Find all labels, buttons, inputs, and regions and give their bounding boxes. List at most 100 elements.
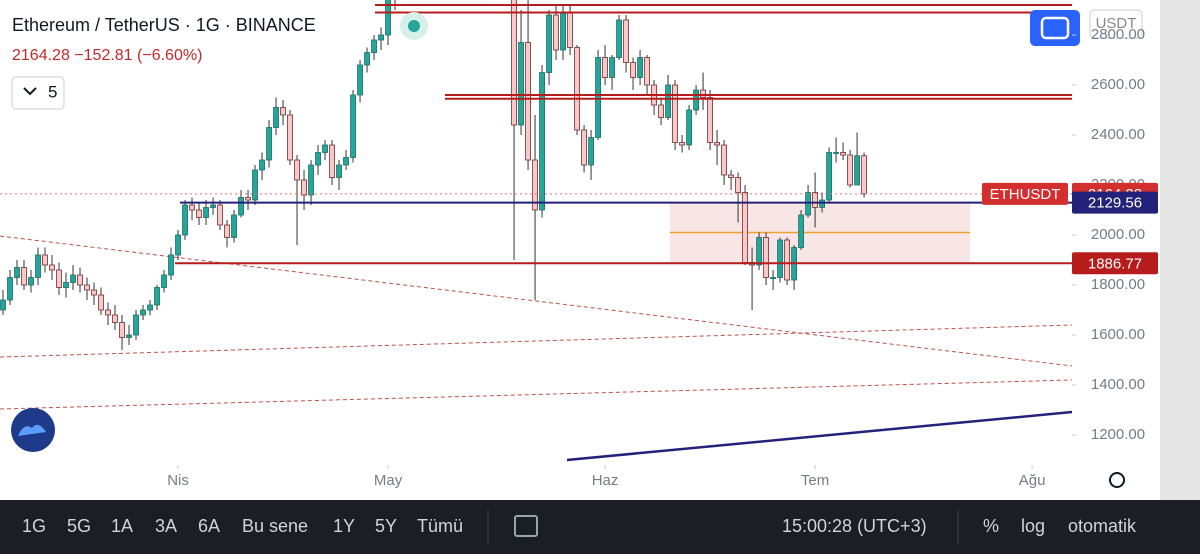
- candle-body: [658, 104, 664, 118]
- range-button[interactable]: 5G: [67, 516, 91, 536]
- date-range-icon[interactable]: [514, 515, 538, 537]
- settings-icon[interactable]: [1109, 472, 1125, 488]
- candle-body: [133, 314, 139, 336]
- candle-body: [140, 309, 146, 316]
- candle-body: [315, 152, 321, 166]
- x-tick-label: Nis: [167, 472, 189, 489]
- candle-body: [539, 72, 545, 211]
- candle-body: [546, 14, 552, 73]
- y-tick-label: 2800.00: [1091, 26, 1145, 43]
- symbol-tag-label: ETHUSDT: [990, 186, 1061, 203]
- candle-body: [175, 234, 181, 256]
- candle-body: [56, 269, 62, 288]
- last-price: 2164.28: [12, 47, 70, 64]
- scale-option[interactable]: %: [983, 516, 999, 536]
- y-tick-label: 1200.00: [1091, 426, 1145, 443]
- candle-body: [623, 19, 629, 63]
- fullscreen-button[interactable]: [1030, 10, 1080, 46]
- trend-line: [566, 410, 1072, 462]
- indicator-count: 5: [48, 82, 57, 101]
- side-margin: [1160, 0, 1200, 500]
- candle-body: [560, 12, 566, 51]
- y-tick-label: 2000.00: [1091, 226, 1145, 243]
- candle-body: [203, 207, 209, 218]
- price-line: 2164.28 −152.81 (−6.60%): [12, 47, 202, 64]
- candle-body: [854, 155, 860, 186]
- range-button[interactable]: 1Y: [333, 516, 355, 536]
- y-tick-label: 2400.00: [1091, 126, 1145, 143]
- candle-body: [91, 289, 97, 296]
- currency-button[interactable]: [1089, 9, 1143, 39]
- chevron: [23, 87, 37, 96]
- candle-body: [840, 152, 846, 156]
- candle-body: [266, 127, 272, 161]
- range-button[interactable]: 6A: [198, 516, 220, 536]
- candle-body: [287, 114, 293, 161]
- candle-body: [350, 94, 356, 158]
- candle-body: [672, 84, 678, 143]
- range-button[interactable]: Bu sene: [242, 516, 308, 536]
- candle-body: [784, 239, 790, 281]
- price-tag-label: 2129.56: [1088, 195, 1142, 212]
- candle-body: [371, 39, 377, 53]
- toolbar: [0, 500, 1200, 554]
- candle-body: [147, 304, 153, 311]
- candle-body: [224, 224, 230, 238]
- candle-body: [273, 107, 279, 128]
- y-tick-label: 1800.00: [1091, 276, 1145, 293]
- symbol-title: Ethereum / TetherUS · 1G · BINANCE: [12, 15, 316, 35]
- scale-option[interactable]: otomatik: [1068, 516, 1137, 536]
- range-button[interactable]: 1A: [111, 516, 133, 536]
- candle-body: [826, 152, 832, 201]
- candle-body: [679, 142, 685, 146]
- candle-body: [609, 57, 615, 78]
- candle-body: [714, 142, 720, 146]
- candle-body: [525, 42, 531, 161]
- scale-option[interactable]: log: [1021, 516, 1045, 536]
- candle-body: [700, 89, 706, 98]
- range-button[interactable]: 5Y: [375, 516, 397, 536]
- indicator-toggle[interactable]: [11, 76, 65, 110]
- x-tick-label: May: [374, 472, 403, 489]
- clock: 15:00:28 (UTC+3): [782, 516, 927, 536]
- candle-body: [42, 254, 48, 266]
- x-tick-label: Tem: [801, 472, 829, 489]
- range-button[interactable]: 1G: [22, 516, 46, 536]
- candle-body: [637, 57, 643, 78]
- candle-body: [168, 254, 174, 276]
- candle-body: [301, 179, 307, 196]
- candle-body: [322, 144, 328, 153]
- candle-body: [861, 155, 867, 195]
- candle-body: [735, 177, 741, 193]
- range-button[interactable]: 3A: [155, 516, 177, 536]
- candle-body: [756, 237, 762, 266]
- candle-body: [728, 174, 734, 178]
- candle-body: [231, 214, 237, 238]
- candle-body: [182, 204, 188, 236]
- change-pct: (−6.60%): [137, 47, 202, 64]
- range-button[interactable]: Tümü: [417, 516, 463, 536]
- candle-body: [574, 47, 580, 131]
- candle-body: [84, 284, 90, 291]
- y-tick-label: 1400.00: [1091, 376, 1145, 393]
- candle-body: [798, 214, 804, 248]
- change: −152.81: [74, 47, 132, 64]
- price-tag: [1072, 252, 1158, 275]
- candle-body: [112, 314, 118, 323]
- candle-body: [581, 129, 587, 166]
- candle-body: [630, 62, 636, 78]
- candle-body: [693, 89, 699, 111]
- plot: [0, 0, 1072, 462]
- candle-body: [847, 154, 853, 186]
- status-dot: [408, 20, 420, 32]
- candle-body: [511, 0, 517, 126]
- candle-body: [595, 57, 601, 138]
- y-tick-label: 2600.00: [1091, 76, 1145, 93]
- interval: 1G: [196, 15, 220, 35]
- candle-body: [196, 209, 202, 218]
- candle-body: [210, 204, 216, 208]
- candle-body: [833, 152, 839, 154]
- candle-body: [805, 192, 811, 216]
- candle-body: [280, 107, 286, 116]
